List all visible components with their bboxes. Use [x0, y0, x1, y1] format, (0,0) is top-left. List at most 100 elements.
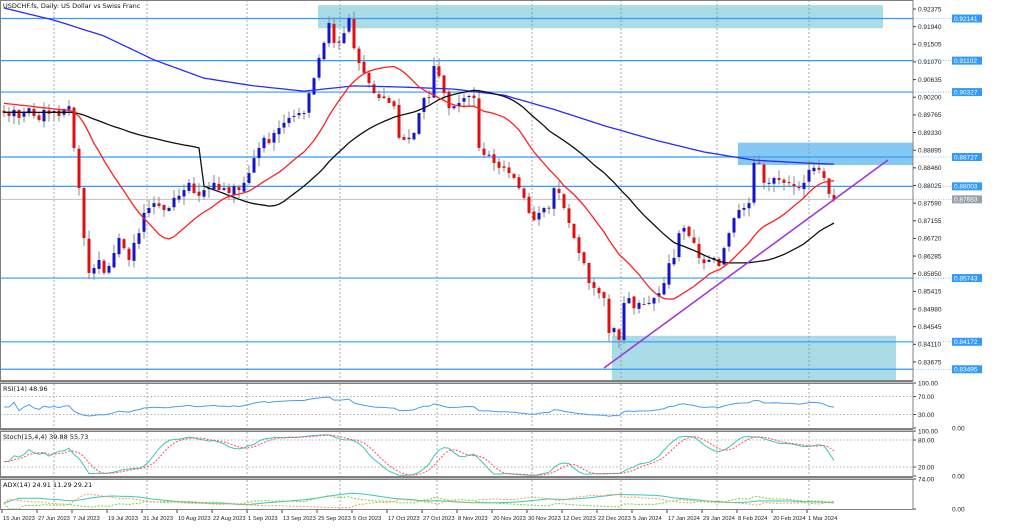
candle — [787, 175, 791, 188]
bullish-candle-body — [107, 266, 111, 273]
bullish-candle-body — [302, 113, 306, 115]
candle — [127, 246, 131, 267]
date-label: 25 Sep 2023 — [318, 516, 351, 522]
price-tick-label: 0.85415 — [918, 289, 942, 296]
candle — [812, 163, 816, 175]
bullish-candle-body — [412, 132, 416, 140]
price-tick-label: 0.86720 — [918, 236, 942, 243]
candle — [452, 105, 456, 110]
candle — [807, 161, 811, 190]
indicator-level-label: 100.00 — [918, 428, 938, 435]
candle — [792, 176, 796, 195]
bearish-candle-body — [507, 167, 511, 174]
bearish-candle-body — [102, 260, 106, 273]
bearish-candle-body — [607, 298, 611, 333]
date-label: 12 Dec 2023 — [563, 516, 596, 522]
level-price-text: 0.84172 — [954, 339, 978, 346]
candle — [292, 109, 296, 123]
price-tick-label: 0.88025 — [918, 183, 942, 190]
candle — [222, 182, 226, 192]
bullish-candle-body — [462, 98, 466, 102]
bearish-candle-body — [597, 288, 601, 294]
price-axis[interactable]: 0.92375 0.91940 0.91505 0.91070 0.90635 0.902… — [913, 6, 982, 374]
bearish-candle-body — [517, 177, 521, 189]
bearish-candle-body — [617, 329, 621, 340]
trendline[interactable] — [603, 159, 889, 369]
bullish-candle-body — [772, 177, 776, 184]
bullish-candle-body — [67, 106, 71, 110]
level-price-label — [952, 337, 982, 346]
candle — [657, 286, 661, 304]
candle — [622, 295, 626, 344]
candle — [402, 134, 406, 141]
candle — [537, 206, 541, 226]
bullish-candle-body — [672, 257, 676, 265]
candle — [732, 216, 736, 238]
candle — [122, 238, 126, 251]
candle — [357, 46, 361, 71]
bearish-candle-body — [697, 243, 701, 258]
bullish-candle-body — [257, 147, 261, 159]
price-tick-label: 0.84980 — [918, 306, 942, 313]
bearish-candle-body — [357, 48, 361, 64]
bullish-candle-body — [737, 210, 741, 219]
bullish-candle-body — [22, 113, 26, 117]
bearish-candle-body — [632, 296, 636, 309]
candle — [387, 95, 391, 104]
price-tick-label: 0.88895 — [918, 147, 942, 154]
bearish-candle-body — [362, 61, 366, 73]
candle — [252, 149, 256, 173]
candle — [187, 179, 191, 194]
bullish-candle-body — [432, 66, 436, 98]
candle — [822, 167, 826, 181]
bullish-candle-body — [612, 328, 616, 333]
bullish-candle-body — [752, 162, 756, 203]
price-tick-label: 0.91505 — [918, 42, 942, 49]
candle — [577, 234, 581, 261]
level-price-label — [952, 56, 982, 65]
horizontal-levels[interactable] — [0, 17, 913, 370]
candle — [302, 110, 306, 120]
date-label: 15 Jun 2023 — [3, 516, 35, 522]
bearish-candle-body — [227, 187, 231, 193]
uptrend-line[interactable] — [603, 159, 889, 369]
candle — [512, 173, 516, 180]
candle — [462, 93, 466, 108]
bullish-candle-body — [242, 182, 246, 192]
moving-averages — [3, 7, 835, 300]
stoch-label: Stoch(15,4,4) 39.88 55.73 — [3, 433, 88, 441]
candle — [192, 177, 196, 195]
candle — [482, 142, 486, 159]
bearish-candle-body — [387, 97, 391, 103]
price-tick-label: 0.85850 — [918, 271, 942, 278]
candle — [267, 132, 271, 145]
time-axis[interactable]: 15 Jun 2023 27 Jun 2023 7 Jul 2023 19 Jul 2… — [0, 509, 913, 523]
bearish-candle-body — [782, 179, 786, 183]
bullish-candle-body — [277, 128, 281, 135]
candle — [682, 224, 686, 240]
candle — [282, 114, 286, 134]
candle — [407, 129, 411, 144]
bearish-candle-body — [87, 238, 91, 273]
price-zone — [738, 142, 913, 165]
candle — [547, 205, 551, 214]
bullish-candle-body — [312, 78, 316, 95]
candle — [542, 206, 546, 218]
candle — [232, 183, 236, 204]
date-label: 5 Jan 2024 — [633, 516, 662, 522]
bearish-candle-body — [587, 262, 591, 284]
candle — [312, 76, 316, 95]
bearish-candle-body — [57, 110, 61, 116]
bearish-candle-body — [427, 97, 431, 99]
date-label: 22 Aug 2023 — [213, 516, 246, 522]
bullish-candle-body — [457, 102, 461, 106]
candle — [42, 102, 46, 128]
current-price-label — [952, 195, 982, 204]
indicator-panels: 100.00 70.00 30.00 0.00 RSI(14) 48.96 100.00 8… — [0, 380, 965, 513]
date-label: 1 Mar 2024 — [808, 516, 838, 522]
level-price-label — [952, 365, 982, 374]
candle — [12, 105, 16, 125]
candle — [152, 196, 156, 215]
